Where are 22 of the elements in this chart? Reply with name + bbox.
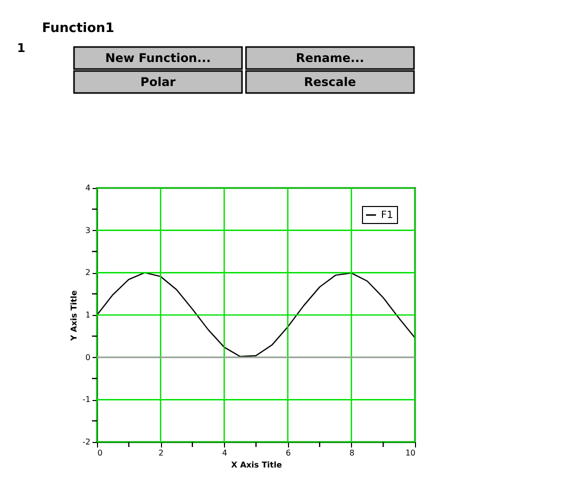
y-tick-label: 3: [85, 226, 90, 235]
y-tick-label: -2: [82, 438, 90, 446]
text: Rescale: [304, 75, 356, 89]
x-tick-label: 10: [405, 448, 416, 458]
y-tick-label: 2: [85, 268, 90, 278]
y-tick-label: 1: [85, 310, 90, 320]
x-tick-label: 4: [222, 448, 228, 458]
y-tick-label: -1: [82, 395, 90, 404]
legend-label: F1: [381, 210, 394, 221]
x-axis-title: X Axis Title: [231, 460, 282, 470]
x-tick-label: 2: [158, 448, 164, 458]
y-tick-label: 4: [85, 184, 90, 192]
x-tick-label: 6: [286, 448, 291, 458]
chart-title: Function1: [42, 21, 114, 36]
text: Polar: [140, 75, 176, 89]
y-axis-title: Y Axis Title: [70, 290, 79, 342]
x-tick-label: 0: [98, 448, 103, 458]
y-tick-label: 0: [85, 352, 90, 362]
x-tick-label: 8: [349, 448, 354, 458]
text: Rename...: [296, 51, 364, 65]
text: New Function...: [105, 51, 211, 65]
text: 1: [17, 41, 26, 55]
